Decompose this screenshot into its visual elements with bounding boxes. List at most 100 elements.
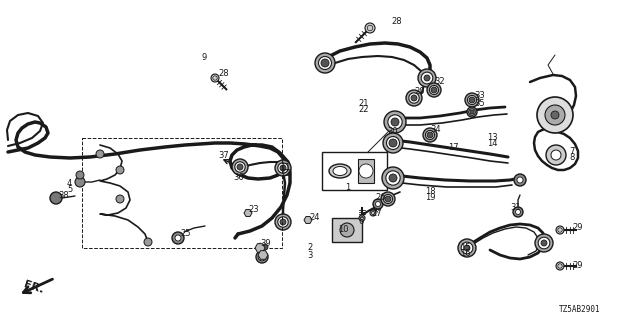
Text: 25: 25 xyxy=(180,228,191,237)
Text: 28: 28 xyxy=(218,68,228,77)
Text: 5: 5 xyxy=(67,185,72,194)
Circle shape xyxy=(96,150,104,158)
Circle shape xyxy=(467,107,477,117)
Text: 27: 27 xyxy=(371,209,381,218)
Circle shape xyxy=(406,90,422,106)
Text: 39: 39 xyxy=(260,238,271,247)
Text: 1: 1 xyxy=(345,183,350,193)
Polygon shape xyxy=(304,217,312,223)
Circle shape xyxy=(278,163,288,173)
Text: 18: 18 xyxy=(425,188,436,196)
Circle shape xyxy=(387,137,399,149)
Circle shape xyxy=(116,195,124,203)
Circle shape xyxy=(385,196,391,202)
Circle shape xyxy=(541,240,547,246)
Circle shape xyxy=(551,111,559,119)
Text: 14: 14 xyxy=(487,140,497,148)
Circle shape xyxy=(551,150,561,160)
Circle shape xyxy=(469,97,475,103)
Text: 2: 2 xyxy=(307,244,312,252)
Circle shape xyxy=(461,242,473,254)
Text: 7: 7 xyxy=(569,148,574,156)
Circle shape xyxy=(389,139,397,147)
Text: 28: 28 xyxy=(391,18,402,27)
Polygon shape xyxy=(244,210,252,216)
Circle shape xyxy=(514,174,526,186)
Circle shape xyxy=(513,207,523,217)
Circle shape xyxy=(262,244,268,250)
Circle shape xyxy=(556,226,564,234)
Circle shape xyxy=(458,239,476,257)
Circle shape xyxy=(50,192,62,204)
Text: TZ5AB2901: TZ5AB2901 xyxy=(559,306,601,315)
Circle shape xyxy=(421,72,433,84)
Text: 35: 35 xyxy=(474,99,484,108)
Circle shape xyxy=(75,177,85,187)
Circle shape xyxy=(381,192,395,206)
Text: 34: 34 xyxy=(430,125,440,134)
Circle shape xyxy=(409,93,419,103)
Text: 31: 31 xyxy=(510,204,520,212)
Text: 11: 11 xyxy=(280,164,291,172)
Bar xyxy=(82,138,282,248)
Circle shape xyxy=(258,253,266,261)
Circle shape xyxy=(383,133,403,153)
Text: 29: 29 xyxy=(572,261,582,270)
Text: 8: 8 xyxy=(569,154,574,163)
Circle shape xyxy=(116,166,124,174)
Circle shape xyxy=(315,53,335,73)
Circle shape xyxy=(256,251,268,263)
Circle shape xyxy=(535,234,553,252)
Circle shape xyxy=(373,199,383,209)
Text: 33: 33 xyxy=(474,92,484,100)
Circle shape xyxy=(340,223,354,237)
Circle shape xyxy=(386,171,400,185)
Circle shape xyxy=(144,238,152,246)
Circle shape xyxy=(321,59,329,67)
Circle shape xyxy=(275,160,291,176)
Circle shape xyxy=(517,177,523,183)
Text: 26: 26 xyxy=(375,193,386,202)
Circle shape xyxy=(423,128,437,142)
Circle shape xyxy=(427,83,441,97)
Circle shape xyxy=(365,23,375,33)
Circle shape xyxy=(431,87,437,93)
Circle shape xyxy=(427,132,433,138)
Polygon shape xyxy=(258,251,268,259)
Text: 24: 24 xyxy=(309,213,319,222)
Text: 23: 23 xyxy=(248,205,259,214)
Text: 6: 6 xyxy=(358,218,364,227)
Circle shape xyxy=(260,255,264,259)
Bar xyxy=(358,159,374,183)
Text: 9: 9 xyxy=(202,53,207,62)
Circle shape xyxy=(382,167,404,189)
Circle shape xyxy=(76,171,84,179)
Text: 37: 37 xyxy=(218,150,228,159)
Circle shape xyxy=(211,74,219,82)
Text: 22: 22 xyxy=(358,105,369,114)
Circle shape xyxy=(411,95,417,101)
Circle shape xyxy=(278,217,288,227)
Circle shape xyxy=(232,159,248,175)
Circle shape xyxy=(546,145,566,165)
Circle shape xyxy=(237,164,243,170)
Text: 15: 15 xyxy=(460,244,470,252)
Text: 16: 16 xyxy=(460,250,470,259)
Text: 10: 10 xyxy=(338,226,349,235)
Circle shape xyxy=(465,93,479,107)
Circle shape xyxy=(391,118,399,126)
Text: 4: 4 xyxy=(67,179,72,188)
Circle shape xyxy=(383,195,392,204)
Text: 17: 17 xyxy=(448,143,459,153)
Circle shape xyxy=(468,109,476,115)
Text: 36: 36 xyxy=(233,173,244,182)
Text: 12: 12 xyxy=(280,170,291,179)
Circle shape xyxy=(359,215,365,221)
Bar xyxy=(332,218,362,242)
Text: 30: 30 xyxy=(387,127,397,137)
Circle shape xyxy=(538,237,550,249)
Circle shape xyxy=(175,235,181,241)
Text: 3: 3 xyxy=(307,251,312,260)
Circle shape xyxy=(280,165,286,171)
Text: 32: 32 xyxy=(434,77,445,86)
